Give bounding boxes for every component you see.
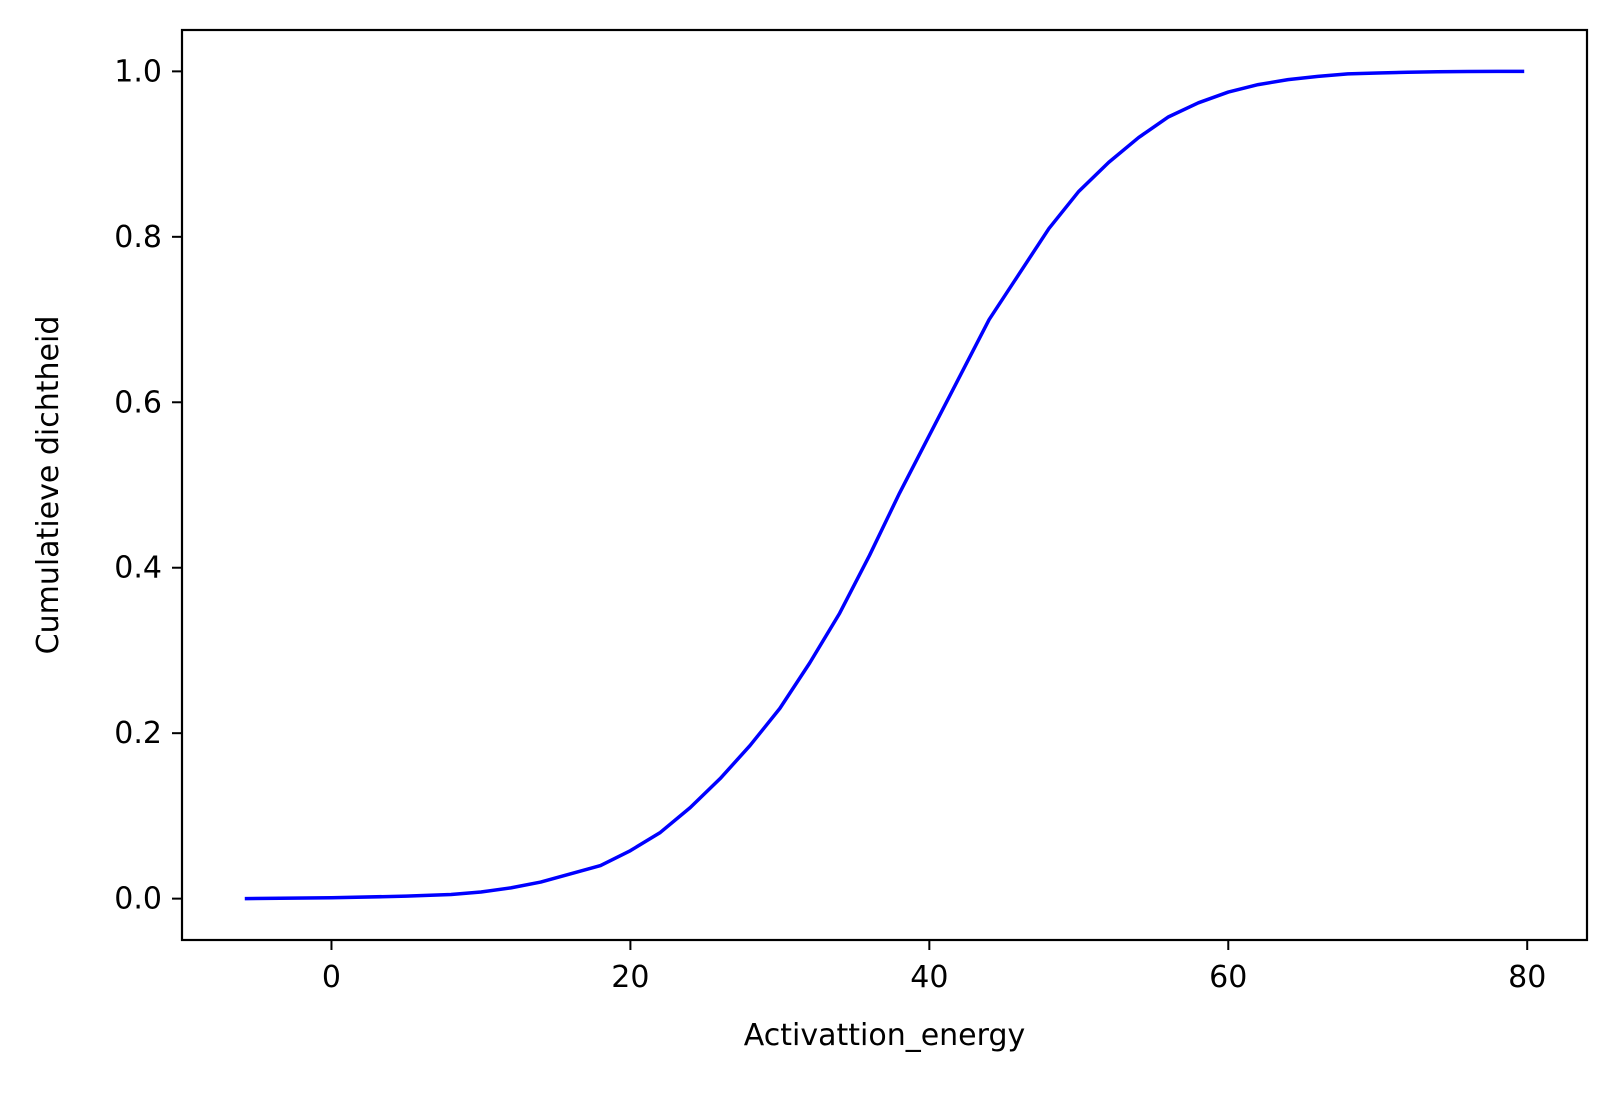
cdf-line-series-0: [244, 69, 1525, 901]
x-tick-label: 60: [1209, 960, 1247, 995]
plot-area: [244, 69, 1525, 901]
y-tick-label: 0.2: [114, 716, 162, 751]
y-tick-label: 0.6: [114, 385, 162, 420]
x-axis-label: Activattion_energy: [744, 1018, 1025, 1053]
x-tick-label: 20: [611, 960, 649, 995]
x-tick-label: 80: [1508, 960, 1546, 995]
y-tick-label: 1.0: [114, 54, 162, 89]
y-axis-label: Cumulatieve dichtheid: [31, 316, 66, 655]
y-tick-label: 0.8: [114, 220, 162, 255]
x-axis-ticks: 0 20 40 60 80: [322, 940, 1546, 995]
y-tick-label: 0.4: [114, 551, 162, 586]
axes-frame: [180, 28, 1589, 942]
x-tick-label: 40: [910, 960, 948, 995]
y-tick-label: 0.0: [114, 882, 162, 917]
x-tick-label: 0: [322, 960, 341, 995]
y-axis-ticks: 0.0 0.2 0.4 0.6 0.8 1.0: [114, 54, 182, 917]
